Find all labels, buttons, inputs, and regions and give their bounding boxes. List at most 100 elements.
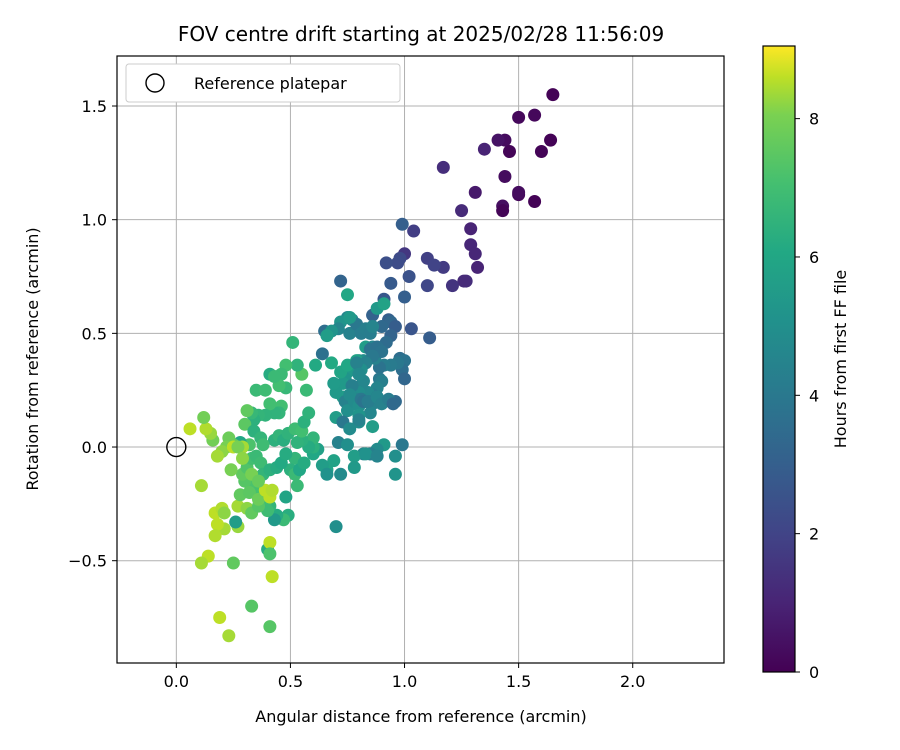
- data-point: [445, 279, 459, 293]
- data-point: [491, 133, 505, 147]
- data-point: [224, 463, 238, 477]
- data-point: [194, 556, 208, 570]
- y-tick-label: 0.0: [82, 438, 107, 457]
- data-point: [468, 185, 482, 199]
- colorbar: 0 2 4 6 8 Hours from first FF file: [762, 45, 850, 682]
- data-point: [327, 376, 341, 390]
- data-point: [366, 320, 380, 334]
- data-point: [546, 88, 560, 102]
- colorbar-gradient: [762, 45, 796, 673]
- data-point: [352, 413, 366, 427]
- data-point: [350, 356, 364, 370]
- data-point: [263, 536, 277, 550]
- data-point: [242, 485, 256, 499]
- data-point: [398, 372, 412, 386]
- data-point: [251, 474, 265, 488]
- data-point: [386, 397, 400, 411]
- data-point: [498, 169, 512, 183]
- data-point: [457, 274, 471, 288]
- data-point: [334, 274, 348, 288]
- colorbar-tick-label: 0: [809, 663, 819, 682]
- colorbar-ticks: 0 2 4 6 8: [795, 110, 819, 682]
- x-axis-ticks: 0.0 0.5 1.0 1.5 2.0: [164, 663, 645, 691]
- y-axis-label: Rotation from reference (arcmin): [23, 227, 42, 490]
- data-point: [208, 529, 222, 543]
- data-point: [407, 224, 421, 238]
- data-point: [352, 367, 366, 381]
- data-point: [343, 310, 357, 324]
- x-tick-label: 0.5: [278, 672, 303, 691]
- legend: Reference platepar: [125, 63, 401, 103]
- data-point: [249, 383, 263, 397]
- data-point: [379, 256, 393, 270]
- colorbar-tick-label: 2: [809, 525, 819, 544]
- data-point: [404, 322, 418, 336]
- data-point: [423, 331, 437, 345]
- data-point: [194, 479, 208, 493]
- data-point: [375, 320, 389, 334]
- data-point: [217, 506, 231, 520]
- data-point: [279, 447, 293, 461]
- data-point: [477, 142, 491, 156]
- data-point: [347, 460, 361, 474]
- data-point: [245, 599, 259, 613]
- data-point: [251, 492, 265, 506]
- y-axis-ticks: −0.5 0.0 0.5 1.0 1.5: [68, 97, 117, 571]
- x-tick-label: 2.0: [620, 672, 645, 691]
- data-point: [309, 358, 323, 372]
- data-point: [256, 438, 270, 452]
- data-point: [267, 370, 281, 384]
- data-point: [210, 449, 224, 463]
- data-point: [229, 515, 243, 529]
- data-point: [286, 335, 300, 349]
- data-point: [297, 456, 311, 470]
- colorbar-tick-label: 8: [809, 110, 819, 129]
- data-point: [340, 288, 354, 302]
- data-point: [398, 290, 412, 304]
- chart-title: FOV centre drift starting at 2025/02/28 …: [178, 22, 664, 46]
- data-point: [279, 490, 293, 504]
- reference-platepar-marker: [166, 436, 187, 458]
- data-point: [384, 276, 398, 290]
- data-point: [265, 570, 279, 584]
- data-point: [199, 422, 213, 436]
- data-point: [347, 449, 361, 463]
- data-point: [528, 108, 542, 122]
- data-point: [320, 467, 334, 481]
- data-point: [213, 611, 227, 625]
- data-point: [254, 456, 268, 470]
- data-point: [231, 440, 245, 454]
- data-point: [290, 479, 304, 493]
- data-point: [320, 329, 334, 343]
- data-point: [302, 406, 316, 420]
- data-point: [226, 556, 240, 570]
- y-tick-label: 1.0: [82, 211, 107, 230]
- y-tick-label: −0.5: [68, 552, 107, 571]
- data-point: [388, 467, 402, 481]
- data-point: [534, 144, 548, 158]
- legend-box: [125, 63, 401, 103]
- data-point: [236, 451, 250, 465]
- data-point: [427, 258, 441, 272]
- plot-area: 0.0 0.5 1.0 1.5 2.0 −0.5 0.0 0.5 1.0 1.5: [68, 55, 725, 691]
- y-tick-label: 1.5: [82, 97, 107, 116]
- data-point: [197, 410, 211, 424]
- plot-background: [117, 56, 724, 663]
- data-point: [210, 517, 224, 531]
- legend-marker-open-circle: [145, 73, 165, 93]
- data-point: [290, 435, 304, 449]
- data-point: [366, 420, 380, 434]
- data-point: [528, 194, 542, 208]
- scatter-points: [183, 88, 560, 643]
- data-point: [329, 520, 343, 534]
- data-point: [325, 356, 339, 370]
- data-point: [464, 222, 478, 236]
- data-point: [327, 454, 341, 468]
- data-point: [363, 406, 377, 420]
- data-point: [334, 467, 348, 481]
- data-point: [359, 447, 373, 461]
- data-point: [265, 483, 279, 497]
- data-point: [402, 270, 416, 284]
- data-point: [455, 204, 469, 218]
